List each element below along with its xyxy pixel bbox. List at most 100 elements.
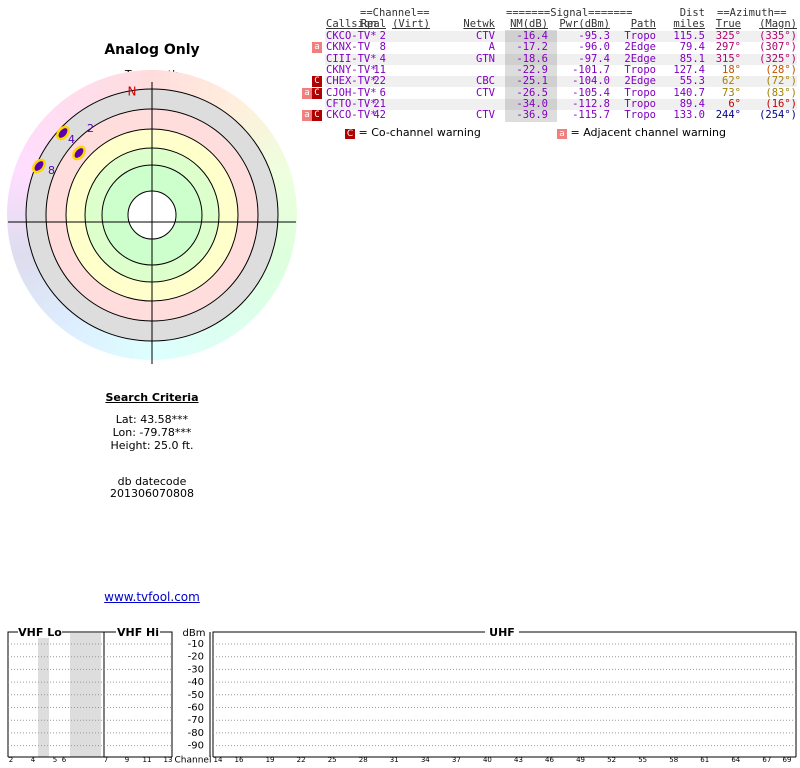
cell: -36.9: [516, 109, 548, 122]
label-bg: [116, 626, 160, 638]
y-tick-label: -30: [188, 664, 204, 675]
cell: (83°): [765, 86, 797, 99]
label-bg: [485, 626, 519, 638]
column-header: Dist: [679, 7, 705, 19]
x-tick-label: 25: [328, 756, 337, 764]
column-header: miles: [673, 18, 705, 30]
cell: 127.4: [673, 63, 705, 76]
cell: -105.4: [572, 86, 610, 99]
cell: (28°): [765, 63, 797, 76]
cell: 4: [379, 52, 386, 65]
y-tick-label: -90: [188, 741, 204, 752]
cell: -18.6: [516, 52, 548, 65]
column-header: Netwk: [463, 18, 495, 30]
x-tick-label: 61: [700, 756, 709, 764]
cell: CKCO-TV*: [326, 30, 377, 42]
row-shade: [325, 31, 797, 42]
column-header: Path: [630, 18, 656, 30]
station-marker: [56, 125, 70, 141]
cell: GTN: [476, 52, 495, 65]
cell: (325°): [759, 52, 797, 65]
datecode: 201306070808: [110, 487, 194, 500]
north-label: N: [128, 85, 137, 99]
y-tick-label: -60: [188, 703, 204, 714]
cell: 315°: [715, 52, 741, 65]
column-header: Callsign: [326, 18, 377, 30]
cell: CJOH-TV*: [326, 86, 377, 99]
x-tick-label: 28: [359, 756, 368, 764]
row-shade: [325, 53, 797, 65]
cell: 140.7: [673, 86, 705, 99]
group-header: ==Azimuth==: [717, 7, 787, 19]
x-tick-label: 43: [514, 756, 523, 764]
x-tick-label: 67: [762, 756, 771, 764]
cell: (16°): [765, 97, 797, 110]
y-tick-label: -50: [188, 690, 204, 701]
x-tick-label: 58: [669, 756, 678, 764]
co-text: = Co-channel warning: [358, 126, 481, 139]
cell: CKCO-TV*: [326, 109, 377, 122]
group-header: ==Channel==: [360, 7, 430, 19]
column-header: (Magn): [759, 18, 797, 30]
cell: 6°: [728, 97, 741, 110]
x-tick-label: 37: [452, 756, 461, 764]
cell: A: [488, 41, 495, 54]
cell: CFTO-TV*: [326, 97, 377, 110]
x-tick-label: 55: [638, 756, 647, 764]
y-tick-label: -20: [188, 652, 204, 663]
band-label: UHF: [489, 626, 515, 639]
cell: CIII-TV*: [326, 52, 377, 65]
x-tick-label: 64: [731, 756, 740, 764]
cell: 11: [373, 63, 386, 76]
label-bg: [18, 626, 62, 638]
marker-label: 8: [48, 164, 55, 177]
cell: CTV: [476, 109, 495, 122]
x-tick-label: 31: [390, 756, 399, 764]
x-tick-label: 6: [62, 756, 67, 764]
legend-co: C = Co-channel warning: [345, 126, 481, 139]
cell: -96.0: [578, 41, 610, 54]
x-tick-label: 19: [266, 756, 275, 764]
marker-label: 2: [87, 122, 94, 135]
cell: 85.1: [679, 52, 705, 65]
site-link[interactable]: www.tvfool.com: [104, 590, 200, 604]
cell: -104.0: [572, 75, 610, 88]
cell: 55.3: [679, 75, 705, 88]
band-label: VHF Hi: [117, 626, 159, 639]
x-tick-label: 9: [125, 756, 129, 764]
cell: (335°): [759, 30, 797, 42]
x-tick-label: 52: [607, 756, 616, 764]
cell: 89.4: [679, 97, 705, 110]
x-tick-label: 7: [104, 756, 108, 764]
cell: -95.3: [578, 30, 610, 42]
cell: 22: [373, 75, 386, 88]
warning: C: [312, 76, 322, 88]
cell: -17.2: [516, 41, 548, 54]
row-shade: [325, 76, 797, 88]
cell: Tropo: [624, 97, 656, 110]
cell: 8: [379, 41, 386, 54]
nm-shade: [505, 30, 557, 122]
x-tick-label: 14: [214, 756, 223, 764]
warning: a: [312, 42, 322, 54]
cell: 2Edge: [624, 52, 656, 65]
cell: (72°): [765, 75, 797, 88]
cell: -26.5: [516, 86, 548, 99]
cell: 325°: [715, 30, 741, 42]
cell: Tropo: [624, 63, 656, 76]
x-tick-label: 40: [483, 756, 492, 764]
cell: 79.4: [679, 41, 705, 54]
title: Analog Only: [104, 42, 200, 58]
column-header: True: [715, 18, 741, 30]
column-header: NM(dB): [510, 18, 548, 30]
cell: 244°: [715, 109, 741, 122]
cell: 115.5: [673, 30, 705, 42]
lon: Lon: -79.78***: [112, 426, 192, 439]
station-marker: [72, 145, 86, 161]
cell: 21: [373, 97, 386, 110]
label-bg: [180, 626, 208, 638]
cell: Tropo: [624, 109, 656, 122]
x-tick-label: 2: [9, 756, 13, 764]
cell: CBC: [476, 75, 495, 88]
spectrum: -10 -20-30 -40 -50 -60-70 -80 -90 VHF Lo VHF Hi U…: [7, 626, 797, 766]
